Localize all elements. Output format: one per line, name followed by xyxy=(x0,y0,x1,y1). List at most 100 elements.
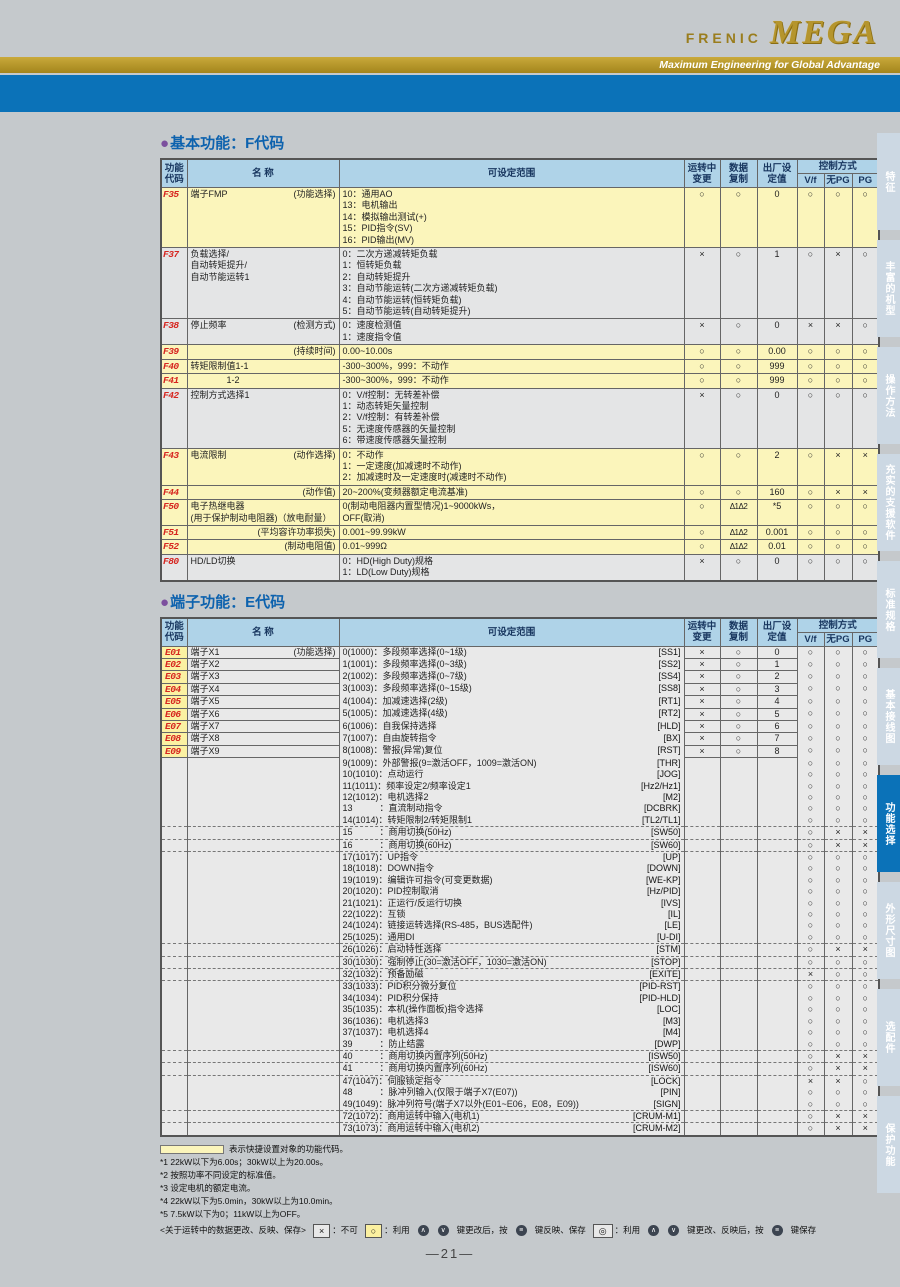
setting-range: 0.00~10.00s xyxy=(338,344,685,360)
function-name-empty xyxy=(186,897,340,910)
ctrl-nopg: ○ xyxy=(823,720,853,733)
function-code-empty xyxy=(160,791,188,804)
table-row: F51 (平均容许功率损失) 0.001~99.99kW ○ Δ1Δ2 0.001 ○ ○ ○ xyxy=(160,524,880,541)
table-row: 73(1073)：商用运转中输入(电机2) [CRUM-M2] ○ × × xyxy=(160,1122,880,1136)
ctrl-vf: ○ xyxy=(796,646,825,659)
function-name: 端子X8 xyxy=(186,732,340,746)
function-code-empty xyxy=(160,1049,188,1063)
copy-empty xyxy=(719,1087,758,1099)
table-row: F38 停止频率 (检测方式) 0：速度检测值 1：速度指令值 × ○ 0 × × ○ xyxy=(160,318,880,346)
function-code: F37 xyxy=(160,247,188,320)
function-name: 端子X1 (功能选择) xyxy=(186,645,340,660)
table-row: E01 端子X1 (功能选择) 0(1000)：多段频率选择(0~1级) [SS1] × ○… xyxy=(160,645,880,660)
data-copy: Δ1Δ2 xyxy=(719,539,758,555)
ctrl-vf: ○ xyxy=(796,1109,825,1123)
ctrl-pg: × xyxy=(851,1062,880,1076)
setting-range: 34(1034)：PID积分保持 [PID-HLD] xyxy=(338,992,685,1005)
function-name: 负载选择/ 自动转矩提升/ 自动节能运转1 xyxy=(186,247,340,320)
sidebar-tab-1[interactable]: 特征 xyxy=(877,133,900,230)
table-row: 10(1010)：点动运行 [JOG] ○ ○ ○ xyxy=(160,769,880,781)
function-name-empty xyxy=(186,1074,340,1088)
ctrl-pg: ○ xyxy=(851,186,880,249)
ctrl-vf: ○ xyxy=(796,826,825,840)
legend-d-box: ◎ xyxy=(592,1223,613,1238)
table-row: F80 HD/LD切换 0：HD(High Duty)规格 1：LD(Low Dut… xyxy=(160,553,880,582)
table-row: 36(1036)：电机选择3 [M3] ○ ○ ○ xyxy=(160,1015,880,1028)
ctrl-vf: × xyxy=(796,1074,825,1088)
sidebar-tab-6[interactable]: 基本接线图 xyxy=(877,668,900,765)
ctrl-nopg: × xyxy=(823,318,853,346)
function-code-empty xyxy=(160,980,188,993)
table-row: 17(1017)：UP指令 [UP] ○ ○ ○ xyxy=(160,851,880,864)
copy-empty xyxy=(719,757,758,770)
function-code: E01 xyxy=(160,645,188,660)
copy-empty xyxy=(719,943,758,957)
function-name: 端子X4 xyxy=(186,682,340,697)
sidebar-tab-5[interactable]: 标准规格 xyxy=(877,561,900,658)
sidebar-tab-3[interactable]: 操作方法 xyxy=(877,347,900,444)
ctrl-nopg: ○ xyxy=(823,968,853,981)
ctrl-vf: ○ xyxy=(796,803,825,815)
ctrl-vf: ○ xyxy=(796,1027,825,1039)
function-code: E09 xyxy=(160,744,188,759)
ctrl-nopg: ○ xyxy=(823,1027,853,1039)
setting-range: 9(1009)：外部警报(9=激活OFF，1009=激活ON) [THR] xyxy=(338,757,685,770)
function-name: 端子FMP (功能选择) xyxy=(186,186,340,249)
ctrl-vf: ○ xyxy=(796,1049,825,1063)
data-copy: ○ xyxy=(719,645,758,660)
function-code-empty xyxy=(160,968,188,981)
function-name-empty xyxy=(186,909,340,921)
ctrl-nopg: ○ xyxy=(823,646,853,659)
change-empty xyxy=(683,980,721,993)
factory-default: 0 xyxy=(756,318,798,346)
function-name: HD/LD切换 xyxy=(186,553,340,582)
set-key-icon: ≡ xyxy=(515,1225,527,1237)
factory-default: 0.00 xyxy=(756,344,798,360)
f-code-table: 功能 代码 名 称 可设定范围 运转中 变更 数据 复制 出厂设 定值 控制方式… xyxy=(160,158,880,582)
change-during-run: × xyxy=(683,387,721,449)
sidebar-tab-10[interactable]: 保护功能 xyxy=(877,1096,900,1193)
ctrl-nopg: ○ xyxy=(823,1004,853,1016)
section-bullet: ● xyxy=(160,593,170,611)
ctrl-vf: ○ xyxy=(796,909,825,921)
function-code-empty xyxy=(160,1087,188,1099)
default-empty xyxy=(756,1004,798,1016)
col-header-name: 名 称 xyxy=(186,617,340,647)
data-copy: ○ xyxy=(719,247,758,320)
default-empty xyxy=(756,1015,798,1028)
function-name-empty xyxy=(186,886,340,898)
default-empty xyxy=(756,1087,798,1099)
ctrl-pg: ○ xyxy=(851,499,880,526)
sidebar-tab-2[interactable]: 丰富的机型 xyxy=(877,240,900,337)
sidebar-tab-7[interactable]: 功能选择 xyxy=(877,775,900,872)
function-code: F43 xyxy=(160,447,188,486)
function-code: F38 xyxy=(160,318,188,346)
change-during-run: × xyxy=(683,732,721,746)
ctrl-vf: ○ xyxy=(796,769,825,781)
table-row: E05 端子X5 4(1004)：加减速选择(2级) [RT1] × ○ 4 ○ ○ ○ xyxy=(160,695,880,709)
ctrl-nopg: × xyxy=(823,1122,853,1136)
change-during-run: × xyxy=(683,657,721,672)
page-header: FRENIC MEGA xyxy=(0,0,900,57)
copy-empty xyxy=(719,1038,758,1051)
setting-range: 0：不动作 1：一定速度(加减速时不动作) 2：加减速时及一定速度时(减速时不动… xyxy=(338,447,685,486)
sidebar-tab-4[interactable]: 充实的支援软件 xyxy=(877,454,900,551)
ctrl-vf: ○ xyxy=(796,920,825,932)
ctrl-nopg: × xyxy=(823,1049,853,1063)
ctrl-pg: ○ xyxy=(851,695,880,709)
ctrl-nopg: ○ xyxy=(823,769,853,781)
ctrl-pg: × xyxy=(851,943,880,957)
section-title-f: ●基本功能：F代码 xyxy=(160,135,285,152)
factory-default: 8 xyxy=(756,744,798,759)
ctrl-nopg: ○ xyxy=(823,920,853,932)
ctrl-vf: ○ xyxy=(796,943,825,957)
default-empty xyxy=(756,1098,798,1111)
function-name-empty xyxy=(186,1049,340,1063)
function-code: F51 xyxy=(160,524,188,541)
table-row: F41 1-2 -300~300%，999：不动作 ○ ○ 999 ○ ○ ○ xyxy=(160,373,880,389)
legend-o-box: ○ xyxy=(364,1223,383,1238)
sidebar-tab-8[interactable]: 外形尺寸图 xyxy=(877,882,900,979)
sidebar-tab-9[interactable]: 选配件 xyxy=(877,989,900,1086)
ctrl-nopg: ○ xyxy=(823,814,853,827)
function-name-empty xyxy=(186,874,340,887)
